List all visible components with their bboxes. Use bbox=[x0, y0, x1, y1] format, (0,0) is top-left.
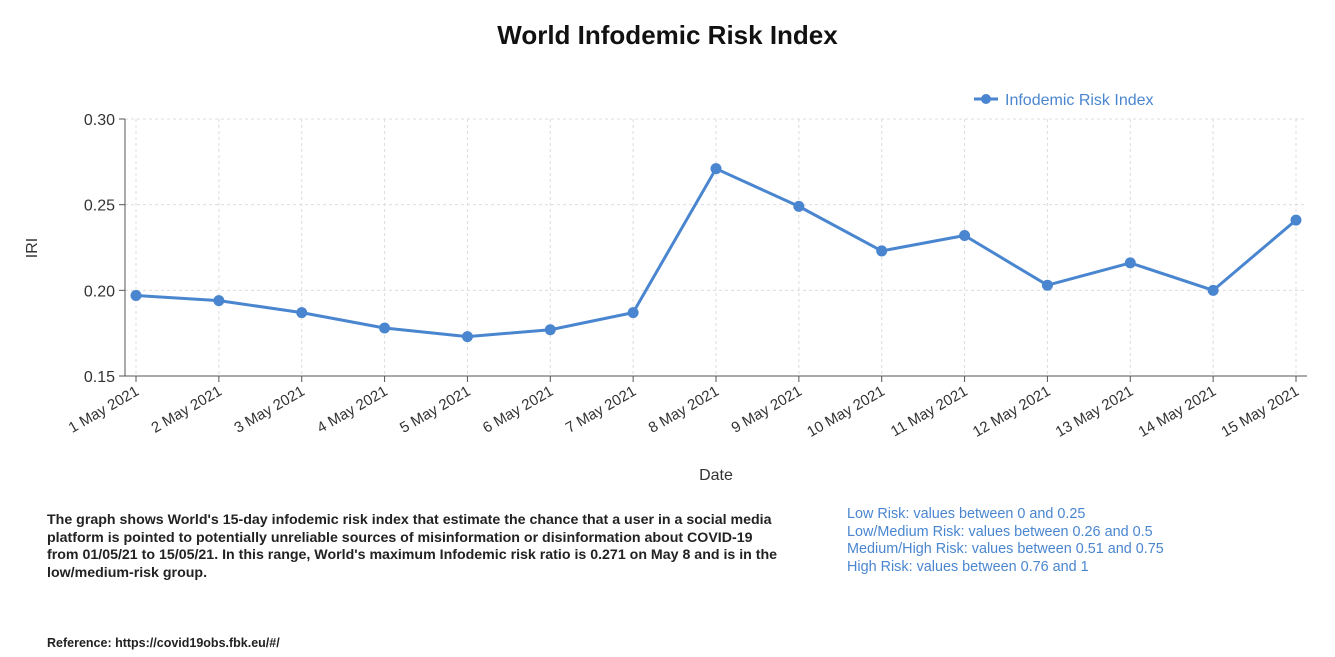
data-point[interactable] bbox=[876, 245, 888, 257]
line-chart: 0.15 0.20 0.25 0.30 1 May 2021 2 May 2021 3 M… bbox=[24, 92, 1307, 484]
x-tick-label: 2 May 2021 bbox=[148, 383, 224, 437]
x-tick-label: 6 May 2021 bbox=[480, 383, 556, 437]
data-point[interactable] bbox=[710, 163, 722, 175]
x-tick-label: 4 May 2021 bbox=[314, 383, 390, 437]
grid-lines bbox=[125, 118, 1307, 376]
y-axis-title: IRI bbox=[24, 238, 41, 258]
risk-levels-list: Low Risk: values between 0 and 0.25 Low/… bbox=[847, 506, 1164, 576]
x-tick-label: 10 May 2021 bbox=[804, 383, 888, 441]
risk-level-high: High Risk: values between 0.76 and 1 bbox=[847, 558, 1089, 575]
risk-level-medium-high: Medium/High Risk: values between 0.51 an… bbox=[847, 541, 1164, 557]
data-point[interactable] bbox=[959, 230, 971, 242]
x-axis-title: Date bbox=[699, 467, 733, 484]
description-text: The graph shows World's 15-day infodemic… bbox=[47, 512, 778, 581]
y-tick-label: 0.20 bbox=[84, 283, 115, 300]
risk-level-low-medium: Low/Medium Risk: values between 0.26 and… bbox=[847, 523, 1153, 540]
x-tick-label: 9 May 2021 bbox=[728, 383, 804, 437]
x-tick-labels: 1 May 2021 2 May 2021 3 May 2021 4 May 2021… bbox=[66, 383, 1302, 441]
x-tick-label: 12 May 2021 bbox=[970, 383, 1054, 441]
reference-text: Reference: https://covid19obs.fbk.eu/#/ bbox=[47, 636, 280, 650]
data-point[interactable] bbox=[296, 307, 308, 319]
data-point[interactable] bbox=[130, 289, 142, 301]
data-point[interactable] bbox=[213, 295, 225, 307]
x-tick-label: 7 May 2021 bbox=[563, 383, 639, 437]
data-point[interactable] bbox=[1290, 214, 1302, 226]
y-tick-label: 0.30 bbox=[84, 112, 115, 129]
legend: Infodemic Risk Index bbox=[974, 92, 1154, 109]
axes bbox=[119, 118, 1307, 382]
risk-level-low: Low Risk: values between 0 and 0.25 bbox=[847, 506, 1086, 522]
data-point[interactable] bbox=[1124, 257, 1136, 269]
legend-dot-marker bbox=[981, 94, 991, 104]
x-tick-label: 15 May 2021 bbox=[1218, 383, 1302, 441]
data-point[interactable] bbox=[793, 200, 805, 212]
y-tick-labels: 0.15 0.20 0.25 0.30 bbox=[84, 112, 115, 386]
y-tick-label: 0.15 bbox=[84, 369, 115, 386]
x-tick-label: 14 May 2021 bbox=[1136, 383, 1220, 441]
x-tick-label: 1 May 2021 bbox=[66, 383, 142, 437]
data-point[interactable] bbox=[379, 322, 391, 334]
x-tick-label: 3 May 2021 bbox=[231, 383, 307, 437]
data-point[interactable] bbox=[1041, 279, 1053, 291]
data-point[interactable] bbox=[544, 324, 556, 336]
x-tick-label: 5 May 2021 bbox=[397, 383, 473, 437]
data-series bbox=[130, 163, 1302, 343]
x-tick-label: 11 May 2021 bbox=[888, 383, 971, 441]
data-point[interactable] bbox=[627, 307, 639, 319]
data-point[interactable] bbox=[461, 331, 473, 343]
x-tick-label: 8 May 2021 bbox=[646, 383, 722, 437]
y-tick-label: 0.25 bbox=[84, 198, 115, 215]
data-point[interactable] bbox=[1207, 284, 1219, 296]
x-tick-label: 13 May 2021 bbox=[1053, 383, 1137, 441]
chart-title: World Infodemic Risk Index bbox=[497, 20, 838, 50]
legend-label[interactable]: Infodemic Risk Index bbox=[1005, 92, 1154, 109]
